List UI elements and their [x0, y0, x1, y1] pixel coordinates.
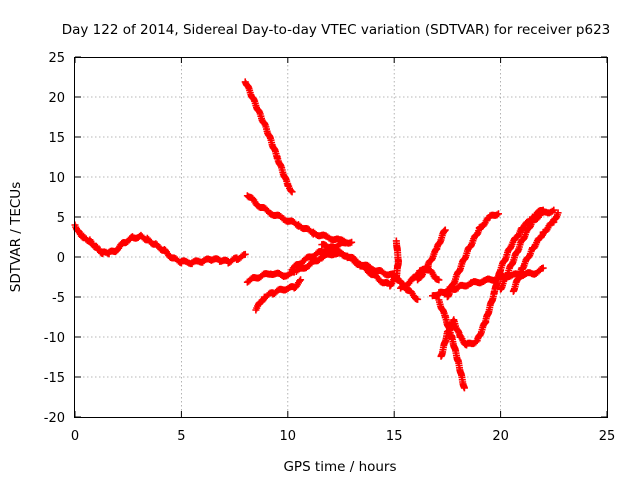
series-markers: [509, 209, 562, 295]
series-markers: [243, 192, 356, 247]
plot-frame: [74, 57, 608, 418]
series-markers: [437, 206, 547, 360]
grid-lines: [75, 57, 607, 417]
series-markers: [111, 231, 249, 268]
x-tick-label: 20: [492, 429, 509, 444]
data-series: [318, 237, 402, 290]
data-series: [252, 276, 305, 314]
y-tick-label: 10: [48, 171, 65, 186]
y-tick-label: -20: [44, 411, 65, 426]
x-tick-label: 15: [386, 429, 403, 444]
y-tick-label: -15: [44, 371, 65, 386]
series-markers: [243, 268, 298, 286]
x-tick-label: 5: [177, 429, 185, 444]
y-tick-label: 20: [48, 91, 65, 106]
data-series: [437, 206, 547, 360]
series-markers: [252, 276, 305, 314]
data-series: [111, 231, 249, 268]
y-tick-labels: 25 20 15 10 5 0 -5 -10 -15 -20: [44, 51, 65, 426]
x-tick-labels: 0 5 10 15 20 25: [71, 429, 615, 444]
data-series: [443, 210, 502, 301]
data-series: [243, 192, 356, 247]
data-series: [414, 226, 449, 284]
series-markers: [497, 206, 558, 293]
series-markers: [71, 221, 119, 258]
x-axis-label: GPS time / hours: [283, 459, 396, 475]
plot-area: [71, 78, 562, 392]
y-tick-label: -10: [44, 331, 65, 346]
x-tick-label: 25: [599, 429, 616, 444]
data-series: [497, 206, 558, 293]
data-series: [71, 221, 119, 258]
y-tick-label: 15: [48, 131, 65, 146]
y-tick-label: -5: [52, 291, 65, 306]
chart-title: Day 122 of 2014, Sidereal Day-to-day VTE…: [62, 22, 611, 38]
data-series: [241, 78, 296, 196]
data-series: [243, 268, 298, 286]
y-tick-label: 25: [48, 51, 65, 66]
x-tick-label: 0: [71, 429, 79, 444]
x-tick-label: 10: [280, 429, 297, 444]
y-tick-label: 0: [57, 251, 65, 266]
series-markers: [318, 237, 402, 290]
data-series: [509, 209, 562, 295]
axis-ticks: [74, 56, 608, 418]
series-markers: [414, 226, 449, 284]
series-markers: [443, 210, 502, 301]
y-axis-label: SDTVAR / TECUs: [8, 182, 24, 292]
series-markers: [241, 78, 296, 196]
y-tick-label: 5: [57, 211, 65, 226]
